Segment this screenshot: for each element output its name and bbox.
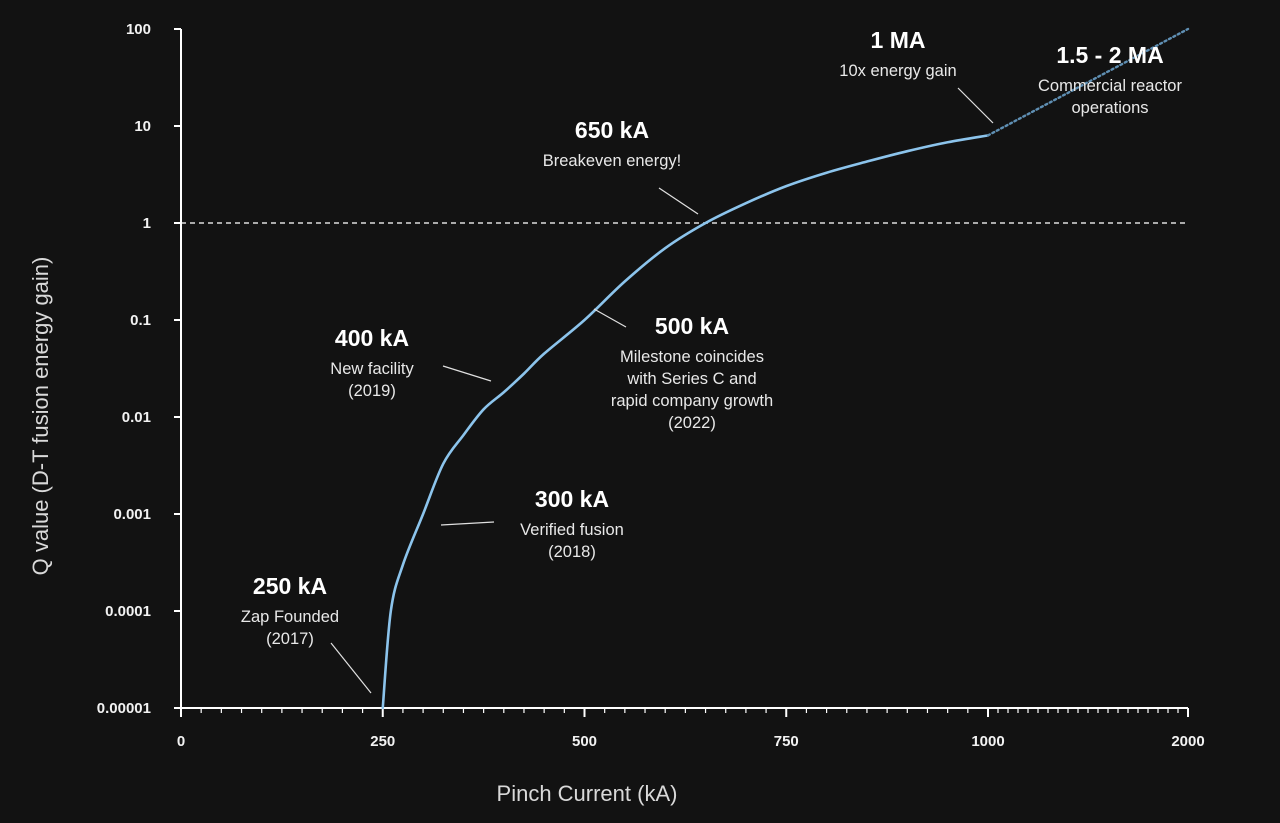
annotation-text: Breakeven energy! bbox=[543, 152, 682, 170]
axes bbox=[174, 28, 1189, 717]
annotation-text: rapid company growth bbox=[611, 392, 773, 410]
q-value-curve bbox=[381, 134, 990, 710]
annotation-title: 650 kA bbox=[575, 117, 649, 143]
annotation-text: (2019) bbox=[348, 382, 396, 400]
y-tick-label: 0.1 bbox=[130, 312, 151, 329]
annotation-a1000: 1 MA 10x energy gain bbox=[839, 27, 956, 80]
annotation-leader-line bbox=[442, 365, 492, 382]
annotation-text: (2022) bbox=[668, 414, 716, 432]
annotations: 250 kA Zap Founded (2017) 300 kA Verified fu… bbox=[241, 27, 1183, 648]
x-tick-label: 750 bbox=[774, 733, 799, 750]
annotation-text: with Series C and bbox=[626, 370, 756, 388]
annotation-title: 1 MA bbox=[871, 27, 926, 53]
annotation-text: New facility bbox=[330, 360, 414, 378]
annotation-a500: 500 kA Milestone coincides with Series C a… bbox=[611, 313, 773, 432]
x-axis-title: Pinch Current (kA) bbox=[497, 781, 678, 806]
annotation-text: Commercial reactor bbox=[1038, 77, 1182, 95]
annotation-text: Verified fusion bbox=[520, 521, 624, 539]
annotation-title: 500 kA bbox=[655, 313, 729, 339]
annotation-text: 10x energy gain bbox=[839, 62, 956, 80]
y-tick-label: 100 bbox=[126, 21, 151, 38]
y-tick-label: 0.0001 bbox=[105, 603, 151, 620]
annotation-a250: 250 kA Zap Founded (2017) bbox=[241, 573, 339, 648]
annotation-leader-line bbox=[658, 187, 699, 215]
annotation-leader-line bbox=[593, 308, 627, 328]
y-tick-label: 0.00001 bbox=[97, 700, 151, 717]
annotation-text: (2017) bbox=[266, 630, 314, 648]
series-group bbox=[381, 27, 1190, 710]
annotation-a2000: 1.5 - 2 MA Commercial reactor operations bbox=[1038, 42, 1182, 117]
x-tick-label: 0 bbox=[177, 733, 185, 750]
x-tick-label: 500 bbox=[572, 733, 597, 750]
y-tick-label: 0.01 bbox=[122, 409, 151, 426]
annotation-leader-line bbox=[957, 87, 994, 124]
y-tick-label: 10 bbox=[134, 118, 151, 135]
y-axis-title: Q value (D-T fusion energy gain) bbox=[28, 257, 53, 576]
annotation-title: 400 kA bbox=[335, 325, 409, 351]
annotation-title: 300 kA bbox=[535, 486, 609, 512]
y-tick-label: 0.001 bbox=[113, 506, 151, 523]
x-tick-label: 1000 bbox=[971, 733, 1004, 750]
x-tick-label: 250 bbox=[370, 733, 395, 750]
tick-labels: 100 10 1 0.1 0.01 0.001 0.0001 0.00001 0 250 500 75… bbox=[97, 21, 1205, 750]
annotation-text: (2018) bbox=[548, 543, 596, 561]
annotation-leader-line bbox=[440, 521, 495, 526]
annotation-text: Milestone coincides bbox=[620, 348, 764, 366]
y-tick-label: 1 bbox=[143, 215, 151, 232]
annotation-title: 250 kA bbox=[253, 573, 327, 599]
annotation-text: operations bbox=[1071, 99, 1148, 117]
x-tick-label: 2000 bbox=[1171, 733, 1204, 750]
annotation-a300: 300 kA Verified fusion (2018) bbox=[520, 486, 624, 561]
annotation-leaders bbox=[330, 87, 994, 694]
annotation-leader-line bbox=[330, 642, 372, 694]
projection-line bbox=[986, 27, 1190, 137]
annotation-text: Zap Founded bbox=[241, 608, 339, 626]
annotation-a650: 650 kA Breakeven energy! bbox=[543, 117, 682, 170]
annotation-title: 1.5 - 2 MA bbox=[1056, 42, 1163, 68]
annotation-a400: 400 kA New facility (2019) bbox=[330, 325, 414, 400]
